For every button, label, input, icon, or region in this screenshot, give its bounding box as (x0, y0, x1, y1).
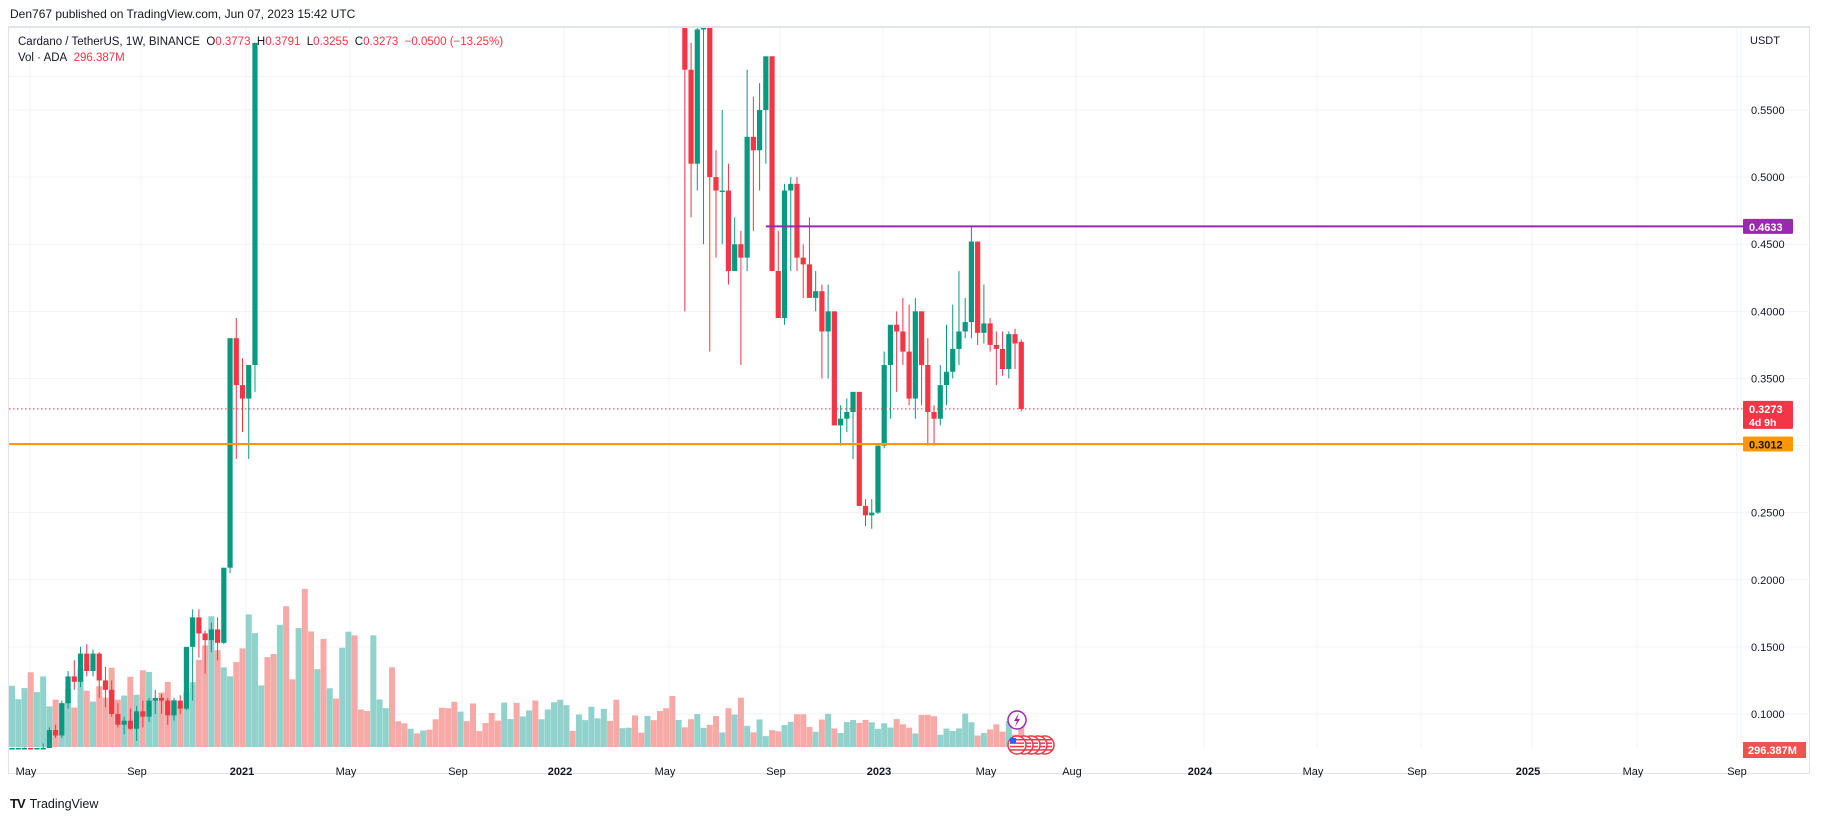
volume-value-badge: 296.387M (1743, 742, 1806, 758)
ohlc-row: Cardano / TetherUS, 1W, BINANCE O0.3773 … (18, 34, 503, 50)
low-label: L (306, 36, 314, 48)
price-tick-label: 0.5500 (1751, 105, 1785, 117)
chart-legend: Cardano / TetherUS, 1W, BINANCE O0.3773 … (18, 34, 503, 66)
time-tick-label: Sep (1407, 766, 1427, 778)
time-tick-label: Sep (448, 766, 468, 778)
time-tick-label: May (976, 766, 997, 778)
price-axis[interactable]: USDT 0.5500 0.5000 0.4500 0.4000 0.3500 0.2500… (1743, 35, 1806, 758)
time-tick-label: 2025 (1516, 766, 1540, 778)
lightning-event-icon[interactable] (1007, 710, 1027, 730)
horizontal-levels[interactable] (9, 225, 1744, 445)
open-label: O (206, 36, 216, 48)
tradingview-logo[interactable]: TV TradingView (10, 796, 98, 811)
time-tick-label: Aug (1062, 766, 1082, 778)
high-value: 0.3791 (265, 36, 301, 48)
time-tick-label: Sep (1727, 766, 1747, 778)
time-tick-label: May (16, 766, 37, 778)
price-tick-label: 0.2500 (1751, 508, 1785, 520)
time-tick-label: May (1303, 766, 1324, 778)
svg-text:296.387M: 296.387M (1748, 745, 1797, 757)
price-tick-label: 0.4000 (1751, 306, 1785, 318)
price-tick-label: 0.5000 (1751, 172, 1785, 184)
high-label: H (256, 36, 266, 48)
price-tick-label: 0.4500 (1751, 239, 1785, 251)
time-tick-label: May (336, 766, 357, 778)
price-tick-label: 0.1000 (1751, 709, 1785, 721)
support-price-badge: 0.3012 (1743, 436, 1793, 452)
grid-lines (9, 28, 1810, 748)
time-tick-label: May (655, 766, 676, 778)
tradingview-logo-text: TradingView (29, 796, 99, 811)
currency-label[interactable]: USDT (1750, 35, 1780, 47)
volume-histogram (9, 588, 1025, 747)
close-value: 0.3273 (363, 36, 399, 48)
price-tick-label: 0.2000 (1751, 575, 1785, 587)
price-candles (9, 28, 1024, 750)
svg-text:0.4633: 0.4633 (1749, 222, 1783, 234)
svg-text:0.3012: 0.3012 (1749, 439, 1783, 451)
time-tick-label: 2023 (867, 766, 891, 778)
time-tick-label: Sep (127, 766, 147, 778)
time-tick-label: Sep (766, 766, 786, 778)
change-value: −0.0500 (−13.25%) (404, 36, 504, 48)
symbol-title[interactable]: Cardano / TetherUS, 1W, BINANCE (18, 36, 200, 48)
low-value: 0.3255 (313, 36, 349, 48)
resistance-price-badge: 0.4633 (1743, 218, 1793, 234)
time-tick-label: 2021 (230, 766, 254, 778)
time-tick-label: 2022 (548, 766, 572, 778)
tradingview-logo-icon: TV (10, 796, 26, 811)
time-axis[interactable]: May Sep 2021 May Sep 2022 May Sep 2023 May Aug 2024… (9, 760, 1810, 778)
time-tick-label: May (1623, 766, 1644, 778)
volume-value: 296.387M (73, 52, 125, 64)
time-tick-label: 2024 (1188, 766, 1213, 778)
volume-row: Vol · ADA 296.387M (18, 50, 503, 66)
volume-label[interactable]: Vol · ADA (18, 52, 68, 64)
svg-text:0.3273: 0.3273 (1749, 404, 1783, 416)
price-tick-label: 0.3500 (1751, 373, 1785, 385)
svg-text:4d 9h: 4d 9h (1749, 417, 1776, 429)
event-markers[interactable] (1007, 710, 1055, 755)
price-tick-label: 0.1500 (1751, 642, 1785, 654)
published-by-header: Den767 published on TradingView.com, Jun… (10, 7, 356, 21)
close-label: C (354, 36, 364, 48)
open-value: 0.3773 (215, 36, 251, 48)
us-flag-event-icons[interactable] (1007, 735, 1055, 755)
